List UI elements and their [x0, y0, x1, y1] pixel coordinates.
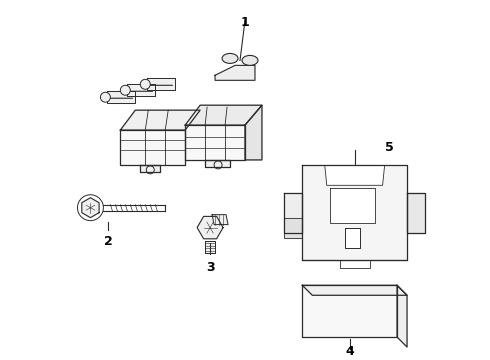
Text: 4: 4 [345, 345, 354, 357]
Circle shape [121, 85, 130, 95]
Polygon shape [82, 198, 99, 218]
Polygon shape [302, 285, 397, 337]
Polygon shape [330, 188, 375, 222]
Polygon shape [147, 78, 175, 90]
Polygon shape [325, 165, 385, 185]
Polygon shape [245, 105, 262, 160]
Polygon shape [397, 285, 407, 347]
Ellipse shape [242, 55, 258, 66]
Polygon shape [340, 260, 369, 268]
Polygon shape [197, 216, 223, 239]
Polygon shape [107, 91, 135, 103]
Polygon shape [121, 130, 185, 165]
Polygon shape [127, 84, 155, 96]
Polygon shape [185, 125, 245, 160]
Circle shape [140, 79, 150, 89]
Text: 5: 5 [385, 141, 394, 154]
Polygon shape [140, 165, 160, 172]
Text: 3: 3 [206, 261, 215, 274]
Polygon shape [345, 228, 360, 248]
Polygon shape [205, 240, 215, 253]
Polygon shape [284, 193, 302, 233]
Polygon shape [121, 110, 200, 130]
Polygon shape [302, 285, 407, 295]
Polygon shape [212, 215, 228, 225]
Polygon shape [215, 66, 255, 80]
Polygon shape [407, 193, 425, 233]
Text: 1: 1 [241, 16, 249, 29]
Text: 2: 2 [104, 235, 113, 248]
Polygon shape [284, 218, 302, 238]
Polygon shape [302, 165, 407, 260]
Circle shape [100, 92, 110, 102]
Ellipse shape [222, 53, 238, 63]
Polygon shape [205, 160, 230, 167]
Polygon shape [185, 105, 262, 125]
